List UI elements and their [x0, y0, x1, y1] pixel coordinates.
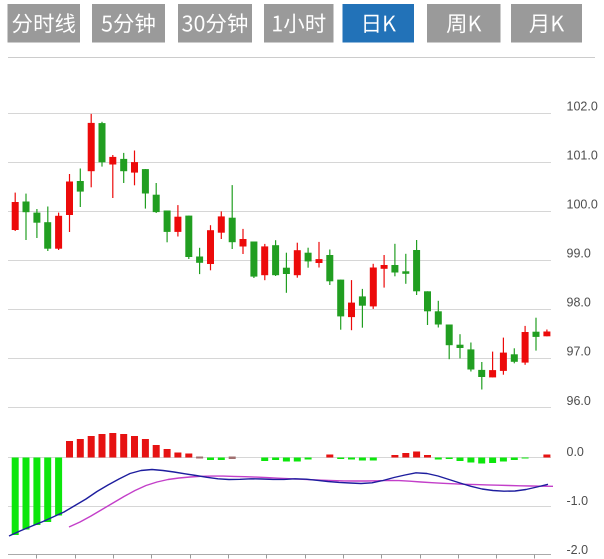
svg-text:101.0: 101.0	[567, 149, 598, 163]
svg-text:96.0: 96.0	[567, 394, 591, 408]
svg-text:100.0: 100.0	[567, 198, 598, 212]
svg-text:-1.0: -1.0	[567, 494, 589, 508]
svg-text:98.0: 98.0	[567, 296, 591, 310]
svg-text:-2.0: -2.0	[567, 543, 589, 557]
svg-text:0.0: 0.0	[567, 445, 584, 459]
svg-text:99.0: 99.0	[567, 247, 591, 261]
svg-text:102.0: 102.0	[567, 100, 598, 114]
svg-text:97.0: 97.0	[567, 345, 591, 359]
